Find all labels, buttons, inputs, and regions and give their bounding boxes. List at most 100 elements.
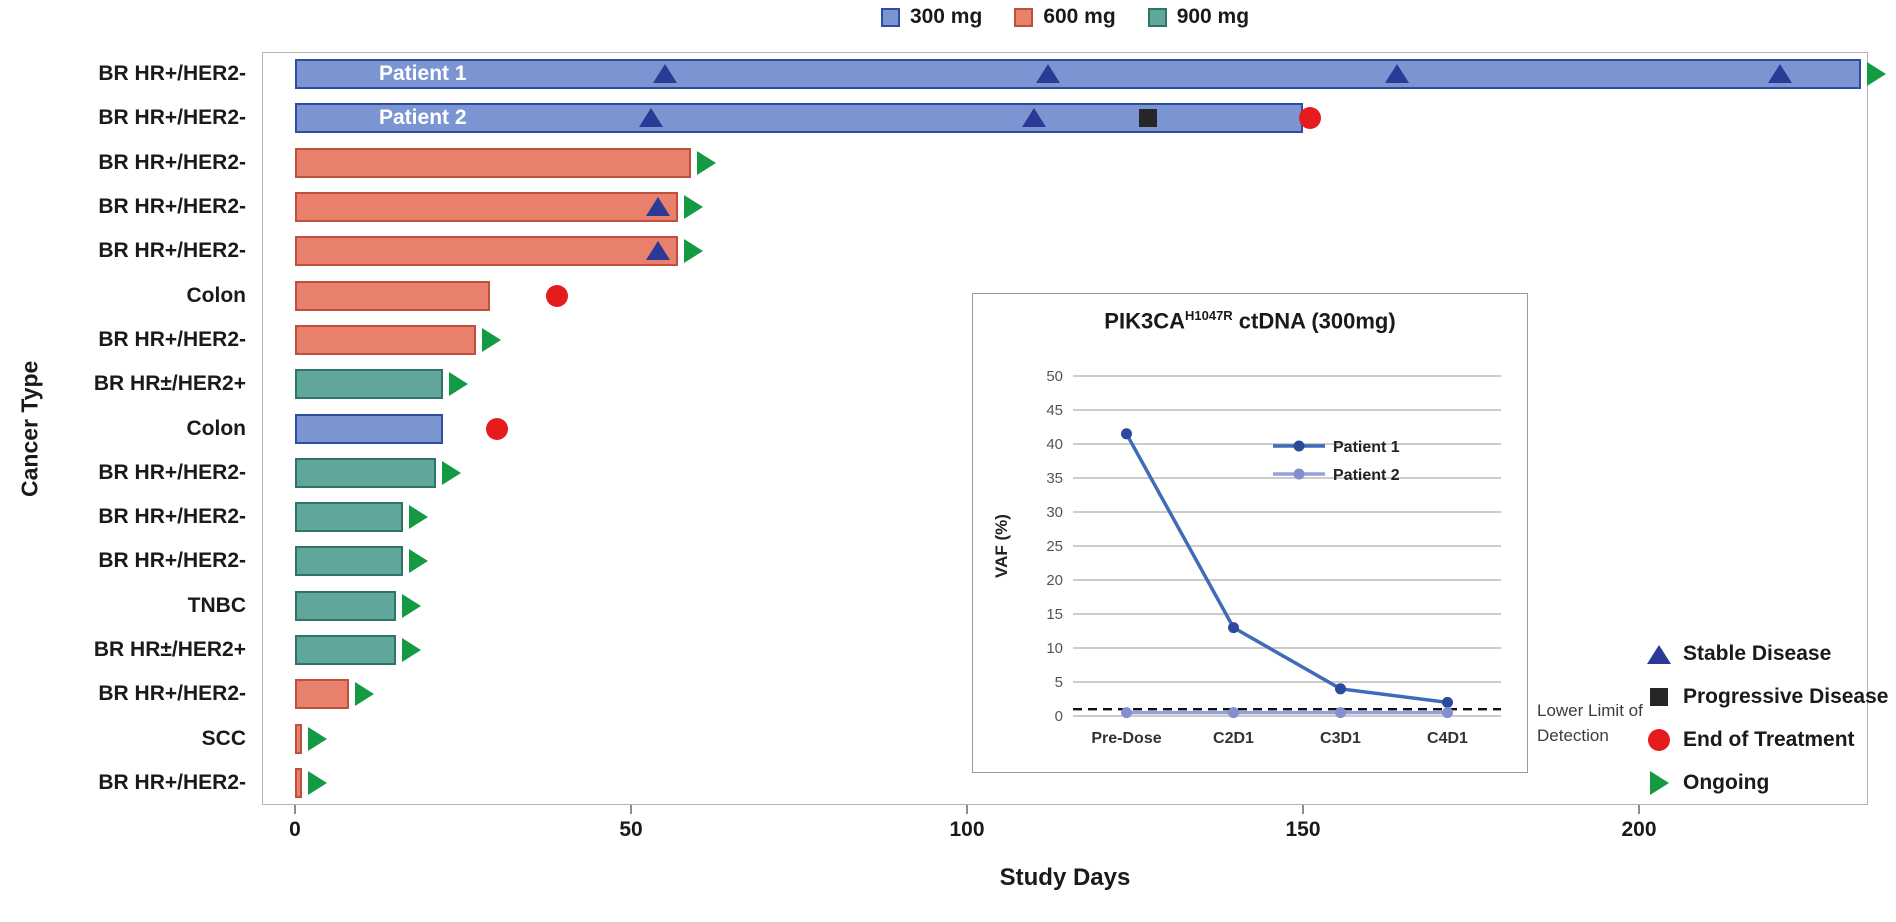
ongoing-marker-icon (354, 682, 374, 707)
dose-swatch-600 (1014, 7, 1034, 27)
dose-legend-item: 900 mg (1147, 5, 1250, 29)
ongoing-marker-icon (1866, 62, 1886, 87)
stable-marker-icon (1022, 108, 1047, 128)
y-tick-label: 10 (1046, 640, 1063, 657)
y-tick-label: 30 (1046, 504, 1063, 521)
dose-swatch-900 (1147, 7, 1167, 27)
ongoing-marker-icon (697, 150, 717, 175)
ongoing-marker-icon (684, 195, 704, 220)
treatment-bar (295, 634, 396, 665)
ongoing-marker-icon (401, 637, 421, 662)
x-axis-tick (294, 805, 296, 814)
x-category-label: C4D1 (1427, 730, 1468, 747)
treatment-bar (295, 590, 396, 621)
dose-legend-label: 900 mg (1176, 5, 1250, 28)
marker-legend-label: End of Treatment (1683, 728, 1855, 751)
eot-legend-marker (1645, 729, 1673, 751)
stable-icon (1647, 644, 1671, 664)
marker-legend-label: Stable Disease (1683, 642, 1832, 665)
x-axis-tick (630, 805, 632, 814)
cancer-type-label: BR HR+/HER2- (98, 505, 246, 529)
y-tick-label: 50 (1046, 368, 1063, 385)
treatment-bar (295, 369, 443, 400)
eot-marker-icon (485, 417, 508, 440)
marker-legend-item: Progressive Disease (1645, 683, 1888, 711)
lower-limit-of-detection-label: Lower Limit of Detection (1537, 701, 1643, 745)
x-tick-label: 0 (289, 818, 301, 841)
progressive-icon (1650, 688, 1668, 706)
ctdna-line-chart: 0 5 10 15 20 25 30 35 40 45 50 Pre-Dose C2D1 C3D1 C4D1… (992, 368, 1501, 747)
treatment-bar (295, 280, 490, 311)
ongoing-marker-icon (307, 726, 327, 751)
treatment-bar (295, 767, 302, 798)
inset-title-rest: ctDNA (300mg) (1232, 308, 1396, 334)
cancer-type-label: BR HR+/HER2- (98, 239, 246, 263)
treatment-bar: Patient 1 (295, 59, 1861, 90)
x-tick-label: 200 (1621, 818, 1657, 841)
series-point (1442, 696, 1453, 708)
series-point (1228, 707, 1239, 719)
stable-marker-icon (645, 197, 670, 217)
inset-title: PIK3CAH1047R ctDNA (300mg) (973, 308, 1527, 334)
cancer-type-label: BR HR+/HER2- (98, 195, 246, 219)
marker-legend-label: Ongoing (1683, 771, 1770, 794)
treatment-bar (295, 546, 403, 577)
ongoing-marker-icon (408, 549, 428, 574)
series-line-1 (1124, 432, 1448, 705)
stable-legend-marker (1645, 644, 1673, 664)
plot-frame (262, 52, 1868, 805)
x-category-label: Pre-Dose (1091, 730, 1161, 747)
cancer-type-label: BR HR+/HER2- (98, 327, 246, 351)
treatment-bar: Patient 2 (295, 103, 1303, 134)
y-tick-label: 40 (1046, 436, 1063, 453)
ongoing-marker-icon (307, 770, 327, 795)
marker-legend: Stable Disease Progressive Disease End of … (1645, 640, 1888, 812)
y-tick-label: 45 (1046, 402, 1063, 419)
inset-title-main: PIK3CA (1104, 308, 1185, 334)
stable-marker-icon (1385, 64, 1410, 84)
patient-label: Patient 2 (379, 106, 467, 130)
marker-legend-item: End of Treatment (1645, 726, 1888, 754)
x-category-label: C2D1 (1213, 730, 1254, 747)
x-axis-tick (966, 805, 968, 814)
x-axis-title: Study Days (999, 864, 1131, 891)
y-tick-label: 0 (1055, 708, 1063, 725)
treatment-bar (295, 679, 349, 710)
progressive-legend-marker (1645, 688, 1673, 706)
cancer-type-label: TNBC (187, 593, 246, 617)
dose-legend-label: 300 mg (909, 5, 983, 28)
ongoing-marker-icon (684, 239, 704, 264)
cancer-type-label: SCC (201, 726, 246, 750)
cancer-type-label: BR HR+/HER2- (98, 150, 246, 174)
progressive-marker-icon (1139, 109, 1158, 128)
cancer-type-label: BR HR±/HER2+ (93, 372, 246, 396)
treatment-bar (295, 723, 302, 754)
eot-marker-icon (546, 284, 569, 307)
ongoing-icon (1649, 771, 1669, 795)
treatment-bar (295, 457, 437, 488)
treatment-bar (295, 502, 403, 533)
inset-title-sup: H1047R (1184, 308, 1233, 323)
treatment-bar (295, 192, 679, 223)
dose-legend-label: 600 mg (1043, 5, 1116, 28)
series-point (1335, 707, 1346, 719)
patient-label: Patient 1 (379, 62, 467, 86)
inset-legend-label: Patient 2 (1333, 467, 1400, 484)
x-tick-label: 50 (619, 818, 643, 841)
stable-marker-icon (1768, 64, 1793, 84)
ongoing-marker-icon (401, 593, 421, 618)
cancer-type-label: BR HR+/HER2- (98, 106, 246, 130)
inset-y-axis-title: VAF (%) (992, 514, 1011, 578)
inset-legend-label: Patient 1 (1333, 439, 1400, 456)
ongoing-legend-marker (1645, 771, 1673, 795)
series-point (1228, 622, 1239, 634)
y-tick-label: 15 (1046, 606, 1063, 623)
y-tick-label: 5 (1055, 674, 1063, 691)
dose-legend: 300 mg 600 mg 900 mg (262, 5, 1868, 29)
stable-marker-icon (1035, 64, 1060, 84)
marker-legend-item: Ongoing (1645, 769, 1888, 797)
marker-legend-label: Progressive Disease (1683, 685, 1889, 708)
cancer-type-label: BR HR+/HER2- (98, 682, 246, 706)
ongoing-marker-icon (448, 372, 468, 397)
